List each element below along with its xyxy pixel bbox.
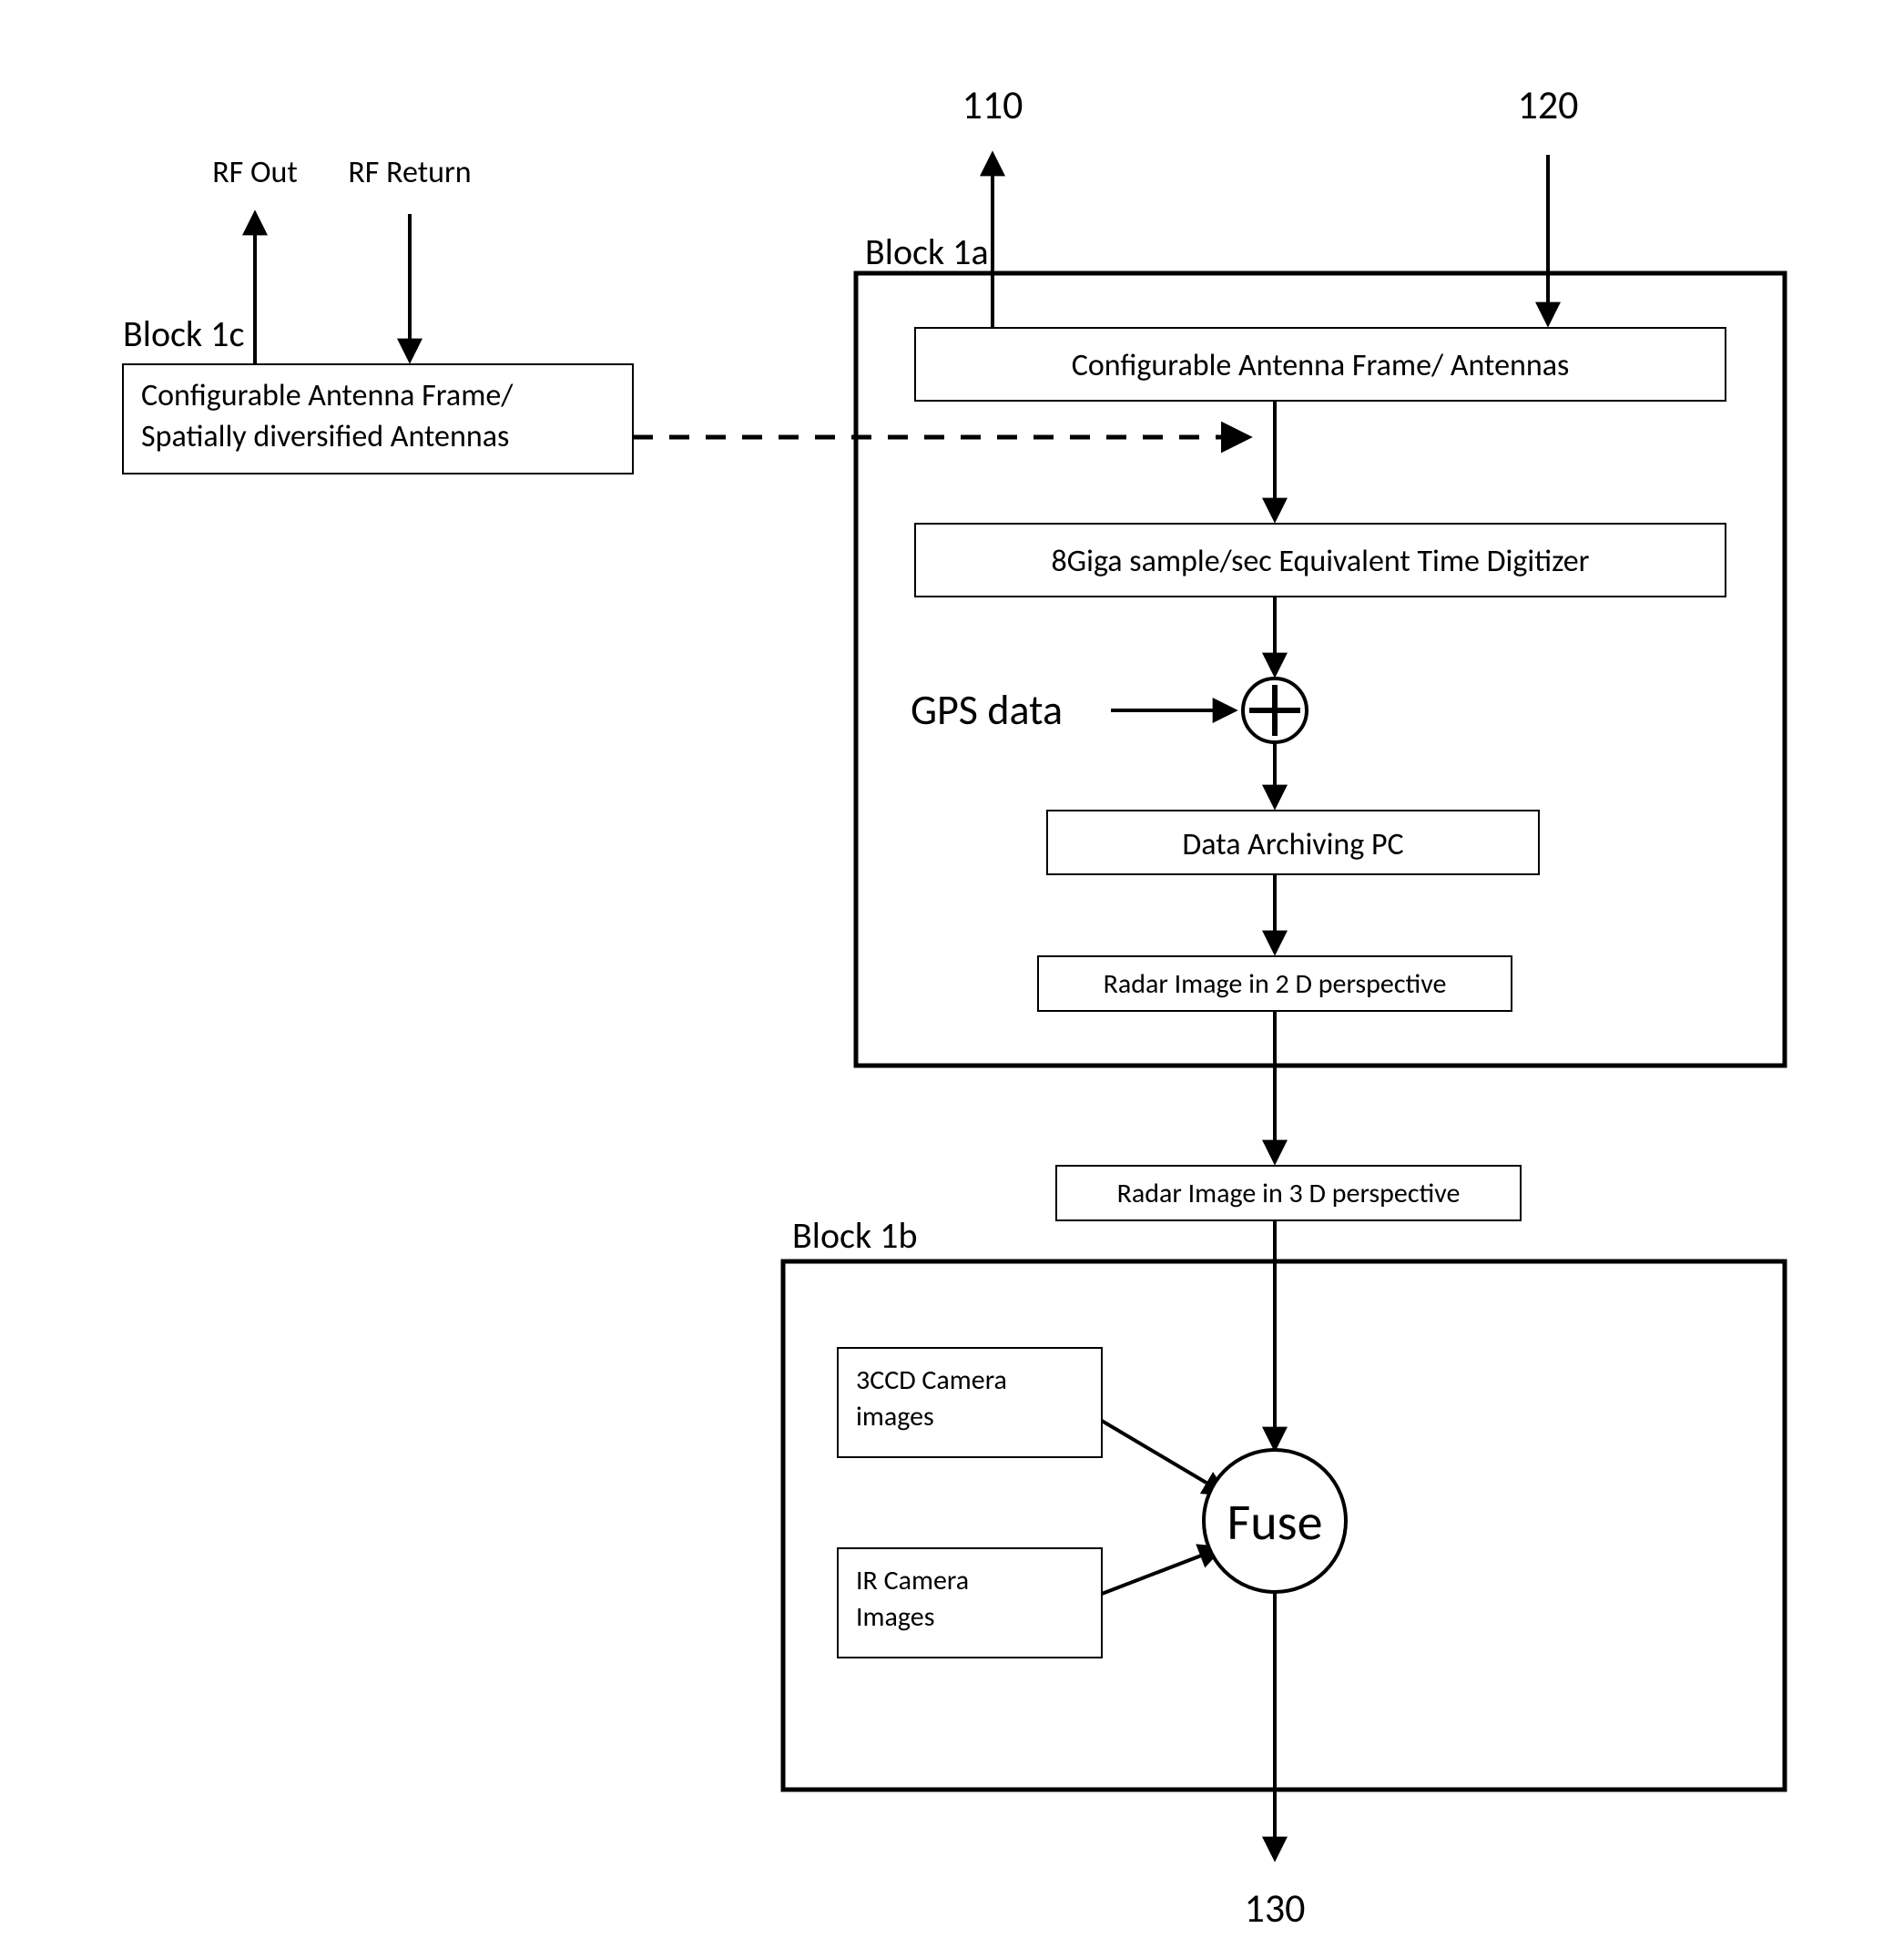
label-110: 110 — [962, 80, 1023, 129]
block1b-label: Block 1b — [792, 1213, 917, 1258]
fuse-text: Fuse — [1227, 1492, 1323, 1554]
rf-out-label: RF Out — [212, 154, 298, 191]
label-130: 130 — [1245, 1883, 1306, 1933]
ir-text-1: IR Camera — [856, 1564, 969, 1597]
block1c-label: Block 1c — [123, 311, 244, 356]
digitizer-text: 8Giga sample/sec Equivalent Time Digitiz… — [1051, 543, 1589, 580]
rf-return-label: RF Return — [348, 154, 471, 191]
label-120: 120 — [1518, 80, 1579, 129]
ir-text-2: Images — [856, 1600, 934, 1634]
arrow-ir-fuse — [1102, 1548, 1220, 1594]
radar2d-text: Radar Image in 2 D perspective — [1104, 967, 1447, 1001]
arrow-ccd-fuse — [1102, 1421, 1225, 1494]
block1c-text-1: Configurable Antenna Frame/ — [141, 377, 514, 414]
antenna-text: Configurable Antenna Frame/ Antennas — [1072, 347, 1570, 384]
ccd-text-1: 3CCD Camera — [856, 1363, 1007, 1397]
ccd-text-2: images — [856, 1400, 934, 1434]
block1a-label: Block 1a — [865, 230, 989, 274]
block1c-text-2: Spatially diversified Antennas — [141, 418, 509, 455]
gps-label: GPS data — [911, 685, 1063, 736]
radar3d-text: Radar Image in 3 D perspective — [1117, 1177, 1461, 1210]
pc-text: Data Archiving PC — [1182, 826, 1403, 863]
